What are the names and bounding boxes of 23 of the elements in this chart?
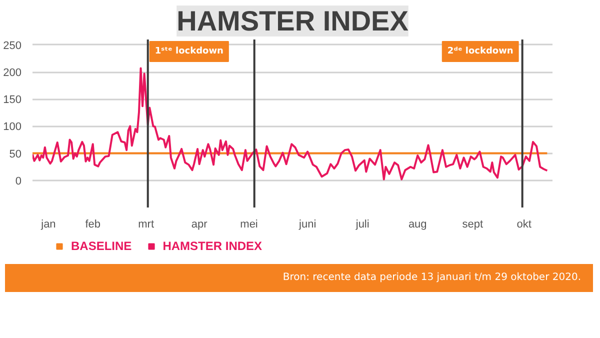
x-tick-label: sept [462, 218, 484, 230]
y-tick-label: 100 [3, 121, 22, 134]
x-tick-label: juni [298, 218, 316, 230]
y-tick-label: 250 [3, 40, 22, 52]
x-tick-label: apr [191, 218, 208, 230]
y-tick-label: 200 [3, 67, 22, 80]
y-tick-label: 50 [9, 148, 22, 160]
text: Bron: recente data periode 13 januari t/m 29 oktober 2020. [282, 271, 581, 285]
legend-label: HAMSTER INDEX [162, 239, 262, 253]
y-tick-label: 0 [15, 175, 22, 188]
chart-title: HAMSTER INDEX [176, 6, 409, 36]
x-tick-label: okt [516, 218, 532, 230]
legend-label: BASELINE [71, 239, 132, 253]
ref-line-label: 1ˢᵗᵉ lockdown [154, 46, 224, 56]
x-tick-label: juli [354, 218, 370, 230]
x-tick-label: aug [408, 218, 427, 230]
x-tick-label: mei [240, 218, 258, 230]
x-tick-label: jan [40, 218, 56, 230]
line-series [32, 67, 548, 180]
x-tick-label: mrt [138, 218, 154, 230]
ref-line-label: 2ᵈᵉ lockdown [447, 46, 514, 56]
y-tick-label: 150 [3, 94, 22, 106]
x-tick-label: feb [85, 218, 100, 230]
